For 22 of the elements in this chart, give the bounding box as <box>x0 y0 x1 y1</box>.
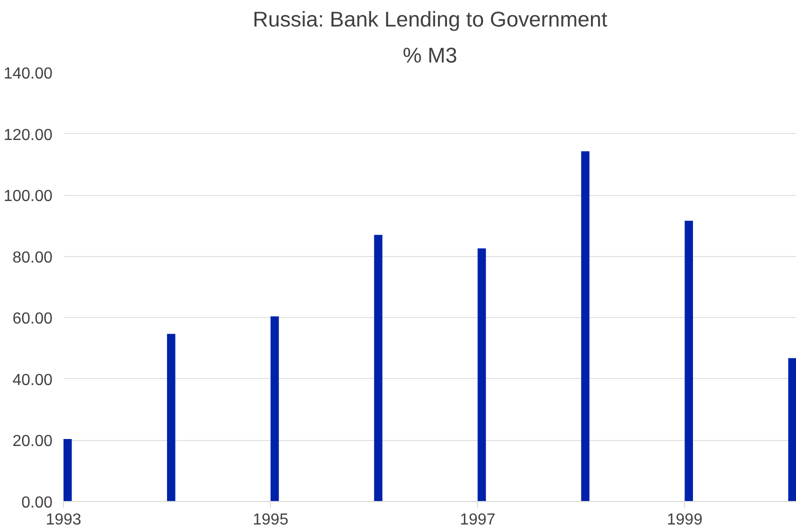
x-tick-label: 1995 <box>252 512 288 527</box>
y-tick-label: 60.00 <box>12 310 53 328</box>
y-tick-label: 0.00 <box>21 494 53 512</box>
bar <box>374 234 382 502</box>
y-tick-label: 40.00 <box>12 372 53 389</box>
bar <box>581 151 590 502</box>
x-tick-label: 1993 <box>46 512 82 527</box>
chart-title: Russia: Bank Lending to Government <box>252 8 608 32</box>
y-tick-label: 140.00 <box>4 66 53 82</box>
x-tick-label: 1999 <box>666 512 703 527</box>
bar <box>684 220 693 502</box>
y-tick-label: 100.00 <box>4 188 53 206</box>
bar <box>64 438 72 502</box>
y-tick-label: 120.00 <box>4 126 53 144</box>
bar <box>788 358 796 502</box>
y-tick-label: 80.00 <box>12 249 53 266</box>
y-tick-label: 20.00 <box>12 433 53 450</box>
x-tick-label: 1997 <box>460 512 496 527</box>
bar <box>478 248 486 502</box>
bar <box>270 316 279 502</box>
chart-subtitle: % M3 <box>402 44 458 68</box>
bar <box>167 334 176 502</box>
